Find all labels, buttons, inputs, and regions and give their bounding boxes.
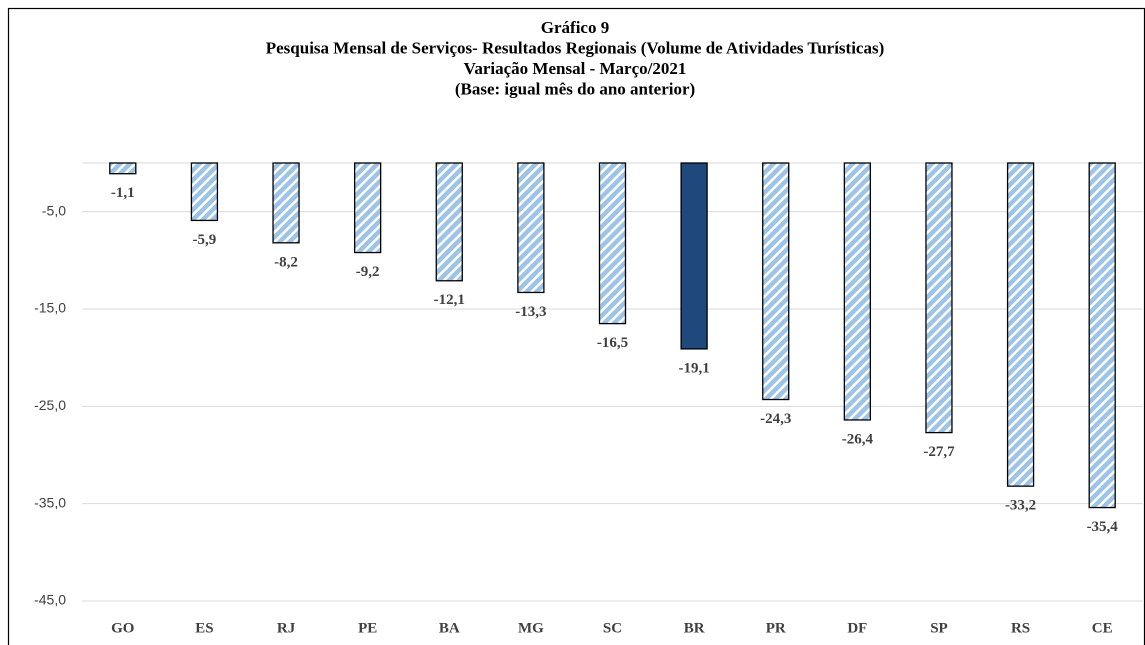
x-tick-label: BR <box>684 620 705 636</box>
data-label: -13,3 <box>515 304 546 320</box>
bar <box>354 162 382 254</box>
x-tick-label: ES <box>195 620 213 636</box>
data-label: -26,4 <box>842 431 874 447</box>
x-tick-label: RS <box>1011 620 1030 636</box>
data-label: -35,4 <box>1087 519 1119 535</box>
data-label: -1,1 <box>111 185 135 201</box>
x-tick-label: CE <box>1092 620 1113 636</box>
y-tick-label: -5,0 <box>42 202 66 218</box>
bar <box>272 162 300 244</box>
x-tick-label: GO <box>111 620 134 636</box>
data-label: -19,1 <box>678 360 709 376</box>
x-tick-label: BA <box>439 620 460 636</box>
data-label: -8,2 <box>274 254 298 270</box>
x-tick-label: PE <box>358 620 377 636</box>
data-label: -33,2 <box>1005 498 1036 514</box>
bar <box>925 162 953 434</box>
bar <box>1006 162 1035 487</box>
data-label: -24,3 <box>760 411 791 427</box>
bar <box>1088 162 1116 509</box>
data-label: -16,5 <box>597 335 628 351</box>
chart-title: Gráfico 9 <box>541 18 609 37</box>
y-tick-label: -35,0 <box>34 494 66 510</box>
bar <box>598 162 627 325</box>
bar <box>190 162 219 222</box>
bar <box>517 162 545 294</box>
y-tick-label: -15,0 <box>34 300 66 316</box>
x-tick-label: DF <box>847 620 867 636</box>
chart-title: Variação Mensal - Março/2021 <box>464 59 687 78</box>
x-tick-label: SC <box>603 620 622 636</box>
data-label: -5,9 <box>193 232 217 248</box>
x-tick-label: RJ <box>277 620 296 636</box>
bar <box>680 162 708 350</box>
bar <box>843 162 871 421</box>
bar <box>109 162 137 175</box>
x-tick-label: MG <box>518 620 544 636</box>
x-tick-label: PR <box>766 620 786 636</box>
chart-border <box>7 7 1145 645</box>
chart-title: Pesquisa Mensal de Serviços- Resultados … <box>266 38 885 57</box>
data-label: -27,7 <box>923 444 955 460</box>
bar <box>435 162 463 282</box>
data-label: -12,1 <box>434 292 465 308</box>
data-label: -9,2 <box>356 264 380 280</box>
y-tick-label: -25,0 <box>34 397 66 413</box>
x-tick-label: SP <box>930 620 948 636</box>
y-tick-label: -45,0 <box>34 592 66 608</box>
chart-title: (Base: igual mês do ano anterior) <box>455 79 695 98</box>
bar <box>762 162 790 401</box>
